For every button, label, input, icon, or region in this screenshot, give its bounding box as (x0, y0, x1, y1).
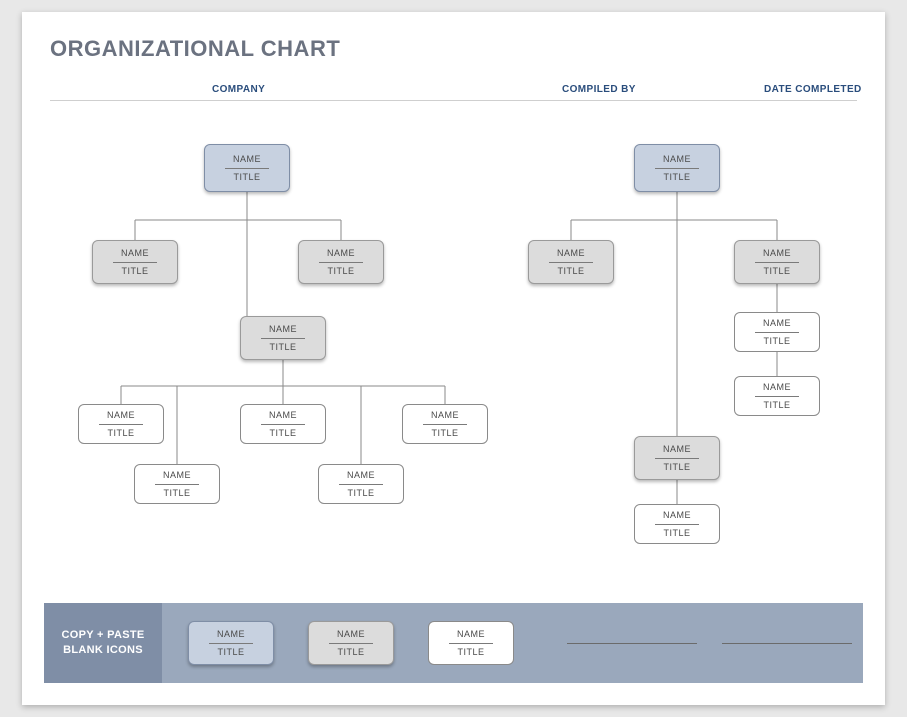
org-node-divider (449, 643, 493, 644)
org-node-title: TITLE (557, 266, 584, 277)
connector (121, 360, 445, 404)
org-node-title: TITLE (763, 336, 790, 347)
org-node-name: NAME (347, 470, 375, 481)
org-node[interactable]: NAME TITLE (78, 404, 164, 444)
org-node-title: TITLE (269, 428, 296, 439)
org-node-divider (755, 332, 799, 333)
org-node-title: TITLE (763, 400, 790, 411)
org-node-title: TITLE (763, 266, 790, 277)
sample-node[interactable]: NAME TITLE (308, 621, 394, 665)
org-node[interactable]: NAME TITLE (318, 464, 404, 504)
org-node-divider (755, 262, 799, 263)
org-node-divider (655, 524, 699, 525)
org-node-divider (655, 168, 699, 169)
org-node-name: NAME (763, 248, 791, 259)
org-node-divider (329, 643, 373, 644)
org-node-name: NAME (121, 248, 149, 259)
org-node-name: NAME (107, 410, 135, 421)
org-node[interactable]: NAME TITLE (734, 312, 820, 352)
org-node-name: NAME (233, 154, 261, 165)
org-node-divider (339, 484, 383, 485)
org-node-name: NAME (327, 248, 355, 259)
org-node-title: TITLE (431, 428, 458, 439)
org-node-title: TITLE (663, 172, 690, 183)
org-node[interactable]: NAME TITLE (634, 144, 720, 192)
sample-node[interactable]: NAME TITLE (428, 621, 514, 665)
org-node-divider (261, 424, 305, 425)
org-node-name: NAME (457, 629, 485, 640)
org-node-divider (113, 262, 157, 263)
org-node-title: TITLE (233, 172, 260, 183)
sample-connector-line (567, 643, 697, 644)
org-node[interactable]: NAME TITLE (134, 464, 220, 504)
org-node-title: TITLE (217, 647, 244, 658)
org-node-divider (319, 262, 363, 263)
org-node-divider (261, 338, 305, 339)
page: ORGANIZATIONAL CHART COMPANY COMPILED BY… (0, 0, 907, 717)
sample-node[interactable]: NAME TITLE (188, 621, 274, 665)
org-node-name: NAME (431, 410, 459, 421)
org-node-title: TITLE (327, 266, 354, 277)
org-node[interactable]: NAME TITLE (92, 240, 178, 284)
sheet-inner: ORGANIZATIONAL CHART COMPANY COMPILED BY… (22, 12, 885, 705)
org-node-divider (155, 484, 199, 485)
org-node-title: TITLE (337, 647, 364, 658)
footer-label: COPY + PASTEBLANK ICONS (44, 603, 162, 683)
org-node-name: NAME (557, 248, 585, 259)
org-node-name: NAME (763, 318, 791, 329)
org-node-title: TITLE (663, 462, 690, 473)
org-node-divider (225, 168, 269, 169)
footer-tray: COPY + PASTEBLANK ICONS NAME TITLE NAME TIT… (44, 603, 863, 683)
org-node-name: NAME (763, 382, 791, 393)
org-node-divider (549, 262, 593, 263)
org-node-title: TITLE (347, 488, 374, 499)
footer-samples: NAME TITLE NAME TITLE NAME TITLE (162, 603, 863, 683)
org-node-divider (99, 424, 143, 425)
connector (135, 192, 341, 240)
org-node-divider (755, 396, 799, 397)
sample-connector-line (722, 643, 852, 644)
org-node-divider (209, 643, 253, 644)
org-node-name: NAME (269, 410, 297, 421)
org-node[interactable]: NAME TITLE (528, 240, 614, 284)
org-node-name: NAME (663, 154, 691, 165)
org-node-name: NAME (217, 629, 245, 640)
org-node-title: TITLE (121, 266, 148, 277)
org-node[interactable]: NAME TITLE (240, 316, 326, 360)
org-node-name: NAME (663, 510, 691, 521)
org-node[interactable]: NAME TITLE (298, 240, 384, 284)
org-node[interactable]: NAME TITLE (634, 504, 720, 544)
org-node[interactable]: NAME TITLE (240, 404, 326, 444)
org-node[interactable]: NAME TITLE (402, 404, 488, 444)
org-node[interactable]: NAME TITLE (634, 436, 720, 480)
org-node-title: TITLE (163, 488, 190, 499)
org-node-title: TITLE (107, 428, 134, 439)
org-node-name: NAME (337, 629, 365, 640)
sheet: ORGANIZATIONAL CHART COMPANY COMPILED BY… (22, 12, 885, 705)
org-node-title: TITLE (269, 342, 296, 353)
org-node[interactable]: NAME TITLE (204, 144, 290, 192)
org-node[interactable]: NAME TITLE (734, 376, 820, 416)
connector (571, 192, 777, 240)
org-node-title: TITLE (457, 647, 484, 658)
org-node[interactable]: NAME TITLE (734, 240, 820, 284)
org-node-title: TITLE (663, 528, 690, 539)
org-node-name: NAME (663, 444, 691, 455)
org-node-divider (655, 458, 699, 459)
org-chart-connectors (22, 12, 885, 705)
org-node-name: NAME (269, 324, 297, 335)
org-node-divider (423, 424, 467, 425)
org-node-name: NAME (163, 470, 191, 481)
